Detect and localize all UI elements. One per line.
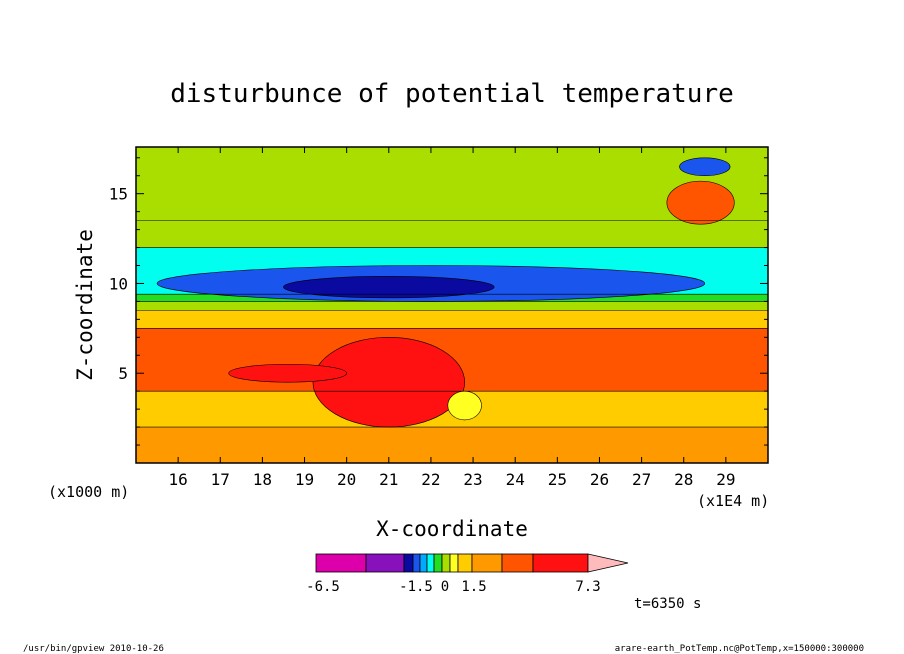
colorbar-segment-2 xyxy=(403,553,414,573)
colorbar-label-max: 7.3 xyxy=(575,579,600,595)
contour-feature-upper-cold-right xyxy=(679,157,731,177)
colorbar-label-zero: 0 xyxy=(441,579,449,595)
y-tick-label-10: 10 xyxy=(109,274,128,293)
x-tick-label-28: 28 xyxy=(674,470,693,489)
plot-area xyxy=(136,147,768,463)
contour-layer-8 xyxy=(136,147,768,221)
colorbar-segment-0 xyxy=(315,553,367,573)
colorbar-segment-10 xyxy=(471,553,503,573)
y-axis-label: Z-coordinate xyxy=(73,229,97,381)
colorbar-label-min: -6.5 xyxy=(306,579,340,595)
x-axis: 16 17 18 19 20 21 22 23 24 25 26 27 28 29 xyxy=(169,147,735,489)
y-tick-label-15: 15 xyxy=(109,185,128,204)
x-tick-label-24: 24 xyxy=(506,470,525,489)
plot-frame xyxy=(135,146,769,464)
contour-layer-0 xyxy=(136,427,768,463)
colorbar-segment-3 xyxy=(412,553,421,573)
x-tick-label-25: 25 xyxy=(548,470,567,489)
colorbar-label-neg: -1.5 xyxy=(399,579,433,595)
x-tick-label-26: 26 xyxy=(590,470,609,489)
footer-right: arare-earth_PotTemp.nc@PotTemp,x=150000:… xyxy=(615,644,864,654)
colorbar-segment-1 xyxy=(365,553,405,573)
colorbar-segment-7 xyxy=(441,553,451,573)
contour-feature-tropopause-cold-center xyxy=(283,275,495,299)
x-tick-label-20: 20 xyxy=(337,470,356,489)
x-unit-label: (x1E4 m) xyxy=(697,492,769,510)
x-tick-label-16: 16 xyxy=(169,470,188,489)
contour-feature-warm-band-left xyxy=(228,363,347,383)
colorbar-segment-8 xyxy=(449,553,459,573)
colorbar-segment-5 xyxy=(426,553,435,573)
chart-title: disturbunce of potential temperature xyxy=(170,79,734,109)
x-tick-label-22: 22 xyxy=(421,470,440,489)
colorbar-extend-arrow xyxy=(587,553,629,573)
contour-feature-warm-convection xyxy=(312,337,465,428)
footer-left: /usr/bin/gpview 2010-10-26 xyxy=(23,644,164,654)
colorbar-segment-9 xyxy=(457,553,473,573)
contour-feature-upper-warm-right xyxy=(666,180,735,225)
x-tick-label-27: 27 xyxy=(632,470,651,489)
contour-layer-3 xyxy=(136,310,768,329)
time-label: t=6350 s xyxy=(634,596,701,612)
colorbar-segment-4 xyxy=(419,553,428,573)
colorbar-segment-12 xyxy=(532,553,589,573)
contour-layer-7 xyxy=(136,220,768,248)
y-unit-label: (x1000 m) xyxy=(48,483,129,501)
y-tick-label-5: 5 xyxy=(118,364,128,383)
colorbar-segment-6 xyxy=(433,553,443,573)
x-tick-label-19: 19 xyxy=(295,470,314,489)
contour-feature-cell-near-23 xyxy=(447,390,482,421)
x-tick-label-18: 18 xyxy=(253,470,272,489)
contour-layer-4 xyxy=(136,301,768,311)
colorbar-label-pos: 1.5 xyxy=(461,579,486,595)
y-axis: 5 10 15 xyxy=(109,157,768,446)
x-tick-label-23: 23 xyxy=(463,470,482,489)
x-tick-label-17: 17 xyxy=(211,470,230,489)
x-tick-label-29: 29 xyxy=(716,470,735,489)
x-tick-label-21: 21 xyxy=(379,470,398,489)
colorbar-segment-11 xyxy=(501,553,534,573)
colorbar xyxy=(315,553,629,573)
x-axis-label: X-coordinate xyxy=(376,517,528,541)
